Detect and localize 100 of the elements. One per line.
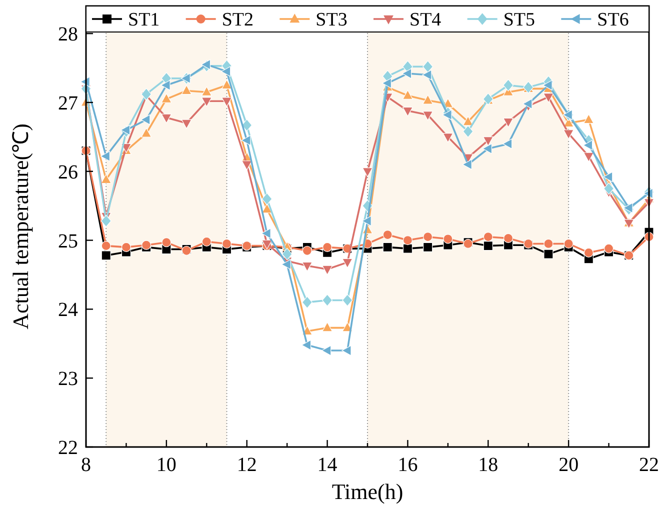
point — [522, 98, 532, 110]
y-tick-label: 27 — [58, 92, 78, 114]
point — [120, 124, 130, 136]
legend-label: ST6 — [597, 10, 629, 31]
x-tick-label: 14 — [317, 454, 338, 476]
y-axis-title: Actual temperature(℃) — [8, 124, 33, 330]
point — [462, 116, 474, 126]
y-tick-label: 22 — [58, 437, 78, 459]
point — [422, 110, 434, 121]
point — [201, 86, 212, 96]
point — [141, 88, 152, 100]
point — [544, 249, 554, 259]
point — [101, 250, 111, 260]
point — [322, 242, 332, 252]
point — [402, 244, 413, 254]
point — [322, 322, 333, 332]
point — [342, 294, 353, 306]
point — [302, 296, 312, 308]
point — [382, 242, 392, 252]
point — [442, 133, 454, 143]
legend-label: ST5 — [503, 10, 536, 31]
point — [141, 128, 152, 138]
x-tick-label: 18 — [478, 454, 498, 476]
x-tick-label: 16 — [398, 454, 418, 476]
point — [603, 172, 613, 182]
point — [262, 192, 272, 206]
point — [443, 234, 453, 244]
point — [222, 238, 232, 249]
point — [502, 138, 512, 150]
x-tick-label: 10 — [156, 454, 176, 476]
point — [302, 246, 312, 256]
point — [181, 85, 192, 95]
point — [222, 80, 232, 90]
point — [583, 114, 594, 124]
point — [342, 345, 352, 356]
x-tick-label: 12 — [236, 454, 257, 476]
point — [221, 66, 231, 77]
point — [422, 94, 434, 104]
point — [241, 135, 251, 146]
point — [100, 150, 110, 162]
point — [483, 240, 493, 251]
point — [402, 106, 413, 116]
x-tick-label: 8 — [81, 454, 91, 476]
point — [604, 244, 614, 254]
point — [422, 70, 432, 80]
point — [301, 340, 312, 350]
point — [100, 174, 112, 184]
point — [563, 130, 574, 140]
point — [503, 233, 514, 244]
point — [181, 119, 192, 129]
point — [482, 143, 492, 154]
y-tick-label: 23 — [58, 368, 78, 390]
point — [200, 59, 211, 70]
point — [342, 258, 353, 268]
y-tick-label: 24 — [58, 299, 78, 322]
point — [422, 60, 434, 73]
x-tick-label: 22 — [639, 454, 659, 476]
point — [160, 80, 170, 90]
point — [604, 182, 614, 195]
point — [423, 232, 433, 242]
point — [382, 78, 392, 88]
point — [584, 248, 594, 258]
point — [583, 152, 594, 162]
point — [140, 114, 150, 125]
point — [322, 345, 332, 356]
point — [362, 216, 372, 226]
point — [402, 90, 413, 100]
legend-label: ST4 — [410, 10, 442, 31]
point — [222, 97, 232, 107]
point — [544, 238, 554, 249]
point — [202, 236, 212, 246]
point — [442, 110, 452, 120]
point — [462, 159, 472, 170]
point — [162, 238, 172, 248]
y-tick-label: 26 — [58, 161, 78, 184]
point — [423, 242, 433, 252]
x-tick-label: 20 — [558, 454, 579, 476]
point — [281, 259, 291, 270]
y-tick-label: 25 — [58, 230, 78, 252]
legend-label: ST1 — [128, 10, 160, 31]
point — [201, 97, 212, 107]
point — [242, 119, 252, 132]
point — [362, 167, 373, 178]
y-tick-label: 28 — [58, 24, 78, 46]
point — [261, 228, 271, 239]
point — [242, 160, 252, 170]
point — [543, 93, 554, 103]
point — [482, 136, 494, 146]
point — [402, 235, 413, 246]
point — [503, 79, 514, 92]
point — [564, 238, 574, 249]
point — [503, 118, 514, 128]
point — [121, 242, 132, 252]
point — [462, 125, 474, 138]
point — [161, 93, 172, 103]
point — [322, 294, 333, 306]
point — [382, 230, 392, 240]
legend-label: ST2 — [222, 10, 254, 31]
point — [582, 140, 593, 150]
point — [101, 241, 111, 251]
